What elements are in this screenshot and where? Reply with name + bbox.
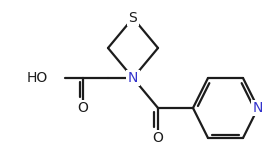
Text: O: O bbox=[77, 101, 89, 115]
Text: S: S bbox=[129, 11, 137, 25]
Text: N: N bbox=[128, 71, 138, 85]
Text: O: O bbox=[153, 131, 163, 145]
Text: HO: HO bbox=[27, 71, 48, 85]
Text: N: N bbox=[253, 101, 263, 115]
